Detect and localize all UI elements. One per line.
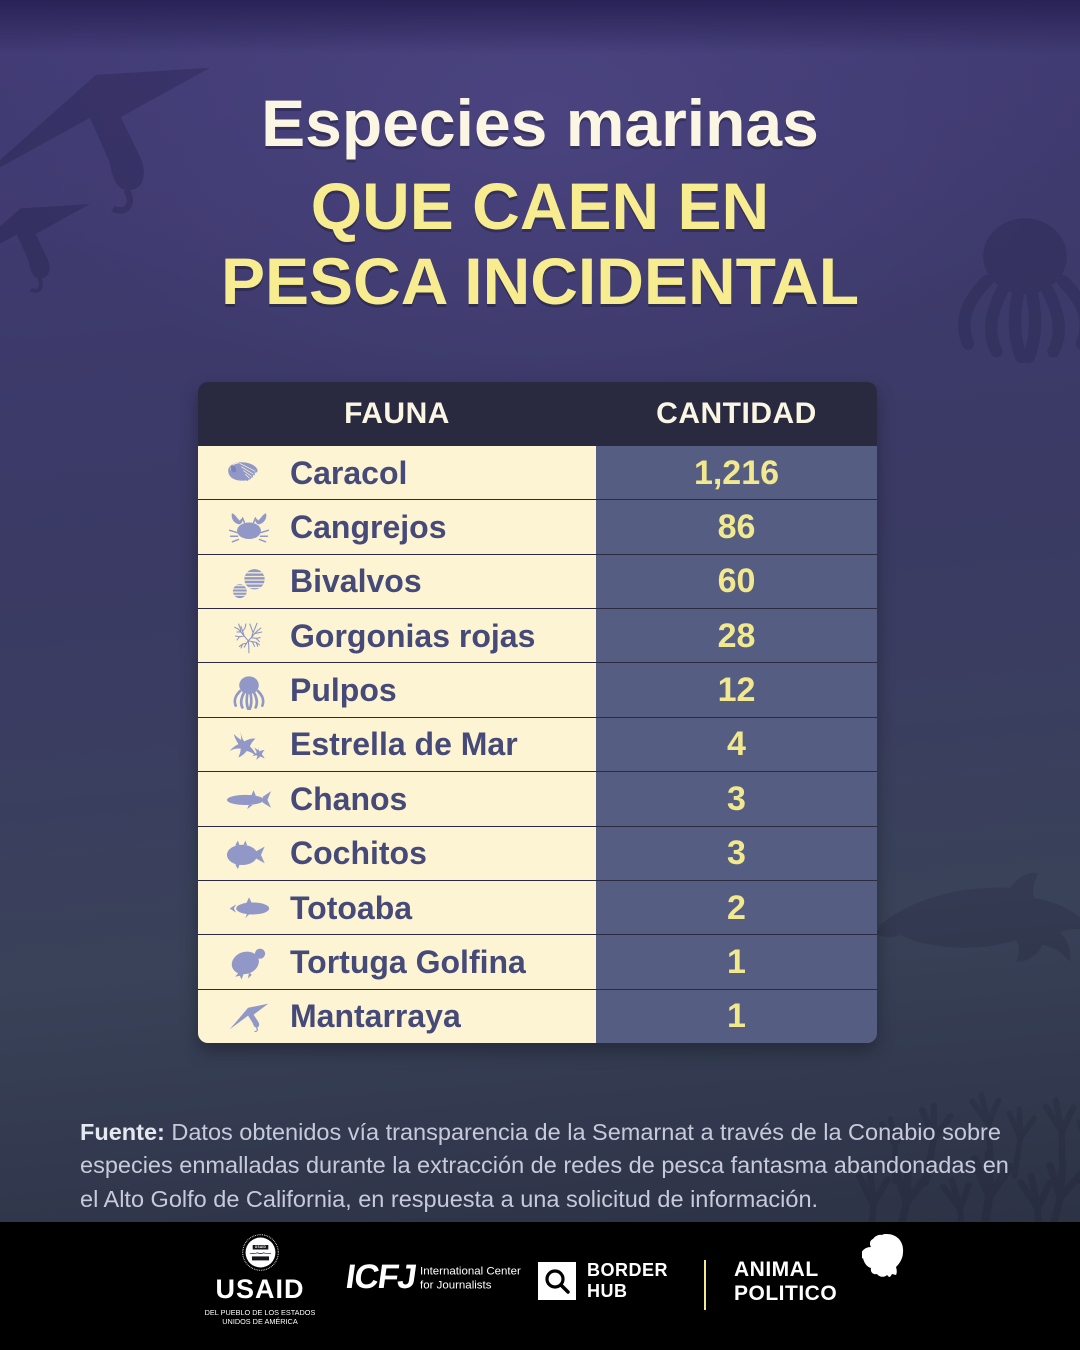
svg-text:USAID: USAID	[254, 1245, 266, 1249]
